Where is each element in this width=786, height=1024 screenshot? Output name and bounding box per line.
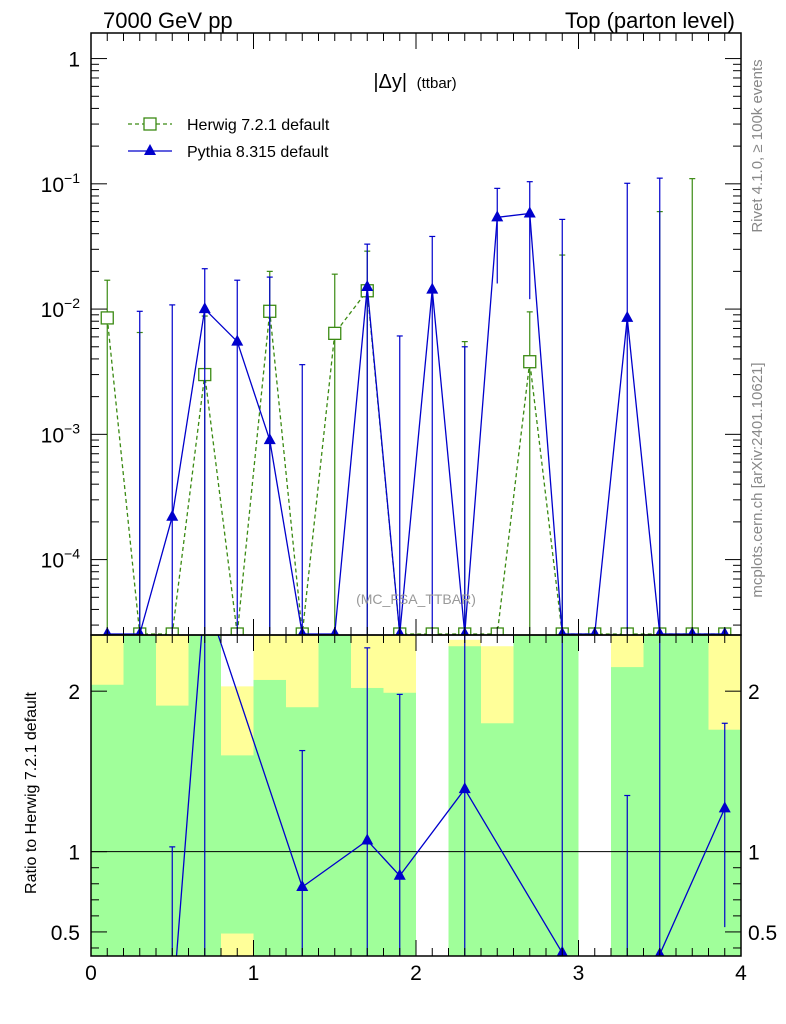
ratio-y-tick-label: 0.5	[51, 922, 80, 945]
data-point-pythia	[231, 334, 244, 346]
green-band	[643, 635, 709, 956]
x-tick-label: 1	[248, 962, 260, 985]
main-y-tick-base: 10	[41, 299, 64, 322]
header-left: 7000 GeV pp	[103, 8, 233, 33]
main-y-tick-exponent: −4	[64, 546, 80, 562]
ratio-y-tick-label-right: 0.5	[748, 922, 777, 945]
legend-label-herwig: Herwig 7.2.1 default	[187, 117, 330, 134]
data-point-herwig	[100, 311, 114, 325]
main-y-tick-base: 10	[41, 174, 64, 197]
green-band	[318, 635, 351, 956]
rivet-label: Rivet 4.1.0, ≥ 100k events	[749, 59, 766, 232]
ratio-y-tick-label-right: 2	[748, 681, 760, 704]
data-point-pythia	[491, 210, 504, 222]
data-point-pythia	[198, 302, 211, 314]
x-tick-label: 3	[573, 962, 585, 985]
main-y-tick-label: 10−1	[41, 170, 81, 197]
data-point-pythia	[621, 310, 634, 322]
ratio-point	[718, 801, 731, 813]
ratio-point	[621, 1004, 633, 1015]
main-y-axis: 110−110−210−310−4	[41, 33, 742, 635]
data-point-pythia	[263, 433, 276, 445]
main-title-text: |Δy|	[373, 71, 407, 93]
ratio-point	[393, 868, 406, 880]
main-series-layer	[100, 177, 732, 635]
mcplots-label: mcplots.cern.ch [arXiv:2401.10621]	[749, 362, 766, 597]
data-point-pythia	[166, 509, 179, 521]
x-tick-label: 0	[85, 962, 97, 985]
header-right: Top (parton level)	[565, 8, 735, 33]
main-y-tick-label: 10−3	[41, 420, 81, 447]
legend-marker-pythia	[144, 144, 156, 155]
ratio-y-tick-label: 1	[68, 842, 80, 865]
green-band	[221, 755, 254, 934]
analysis-tag: (MC_FSA_TTBAR)	[356, 591, 476, 607]
main-y-tick-exponent: −3	[64, 420, 80, 436]
ratio-y-tick-label-right: 1	[748, 842, 760, 865]
legend-marker-herwig	[143, 117, 157, 131]
series-line-1	[107, 212, 725, 635]
main-y-tick-exponent: −1	[64, 170, 80, 186]
ratio-point	[296, 879, 309, 891]
main-title-suffix: (ttbar)	[417, 75, 457, 92]
ratio-point	[166, 1004, 178, 1015]
ratio-line	[175, 635, 726, 956]
green-band	[513, 635, 579, 956]
data-point-pythia	[523, 206, 536, 218]
main-title: |Δy| (ttbar)	[373, 71, 456, 93]
data-point-herwig	[523, 355, 537, 369]
green-band	[253, 679, 286, 956]
data-point-pythia	[361, 280, 374, 292]
green-band	[91, 684, 124, 956]
ratio-y-tick-label: 2	[68, 681, 80, 704]
x-tick-label: 2	[410, 962, 422, 985]
legend-entry-pythia: Pythia 8.315 default	[128, 144, 329, 161]
x-tick-label: 4	[735, 962, 747, 985]
legend: Herwig 7.2.1 default Pythia 8.315 defaul…	[128, 117, 330, 161]
green-band	[481, 723, 514, 956]
main-y-tick-label: 10−2	[41, 295, 81, 322]
ratio-point	[361, 833, 374, 845]
ratio-point	[458, 782, 471, 794]
data-point-pythia	[426, 282, 439, 294]
green-band	[123, 635, 156, 956]
main-y-tick-label: 10−4	[41, 546, 81, 573]
ratio-axes: 0 1 2 3 40.5 0.51 12 2	[51, 635, 777, 985]
main-y-tick-base: 10	[41, 424, 64, 447]
main-y-tick-exponent: −2	[64, 295, 80, 311]
data-point-herwig	[328, 326, 342, 341]
legend-entry-herwig: Herwig 7.2.1 default	[128, 117, 330, 134]
main-y-tick-base: 10	[41, 550, 64, 573]
legend-label-pythia: Pythia 8.315 default	[187, 144, 329, 161]
main-y-tick-label: 1	[68, 49, 80, 72]
main-y-tick-base: 1	[68, 49, 80, 72]
ratio-y-label: Ratio to Herwig 7.2.1 default	[23, 692, 40, 894]
